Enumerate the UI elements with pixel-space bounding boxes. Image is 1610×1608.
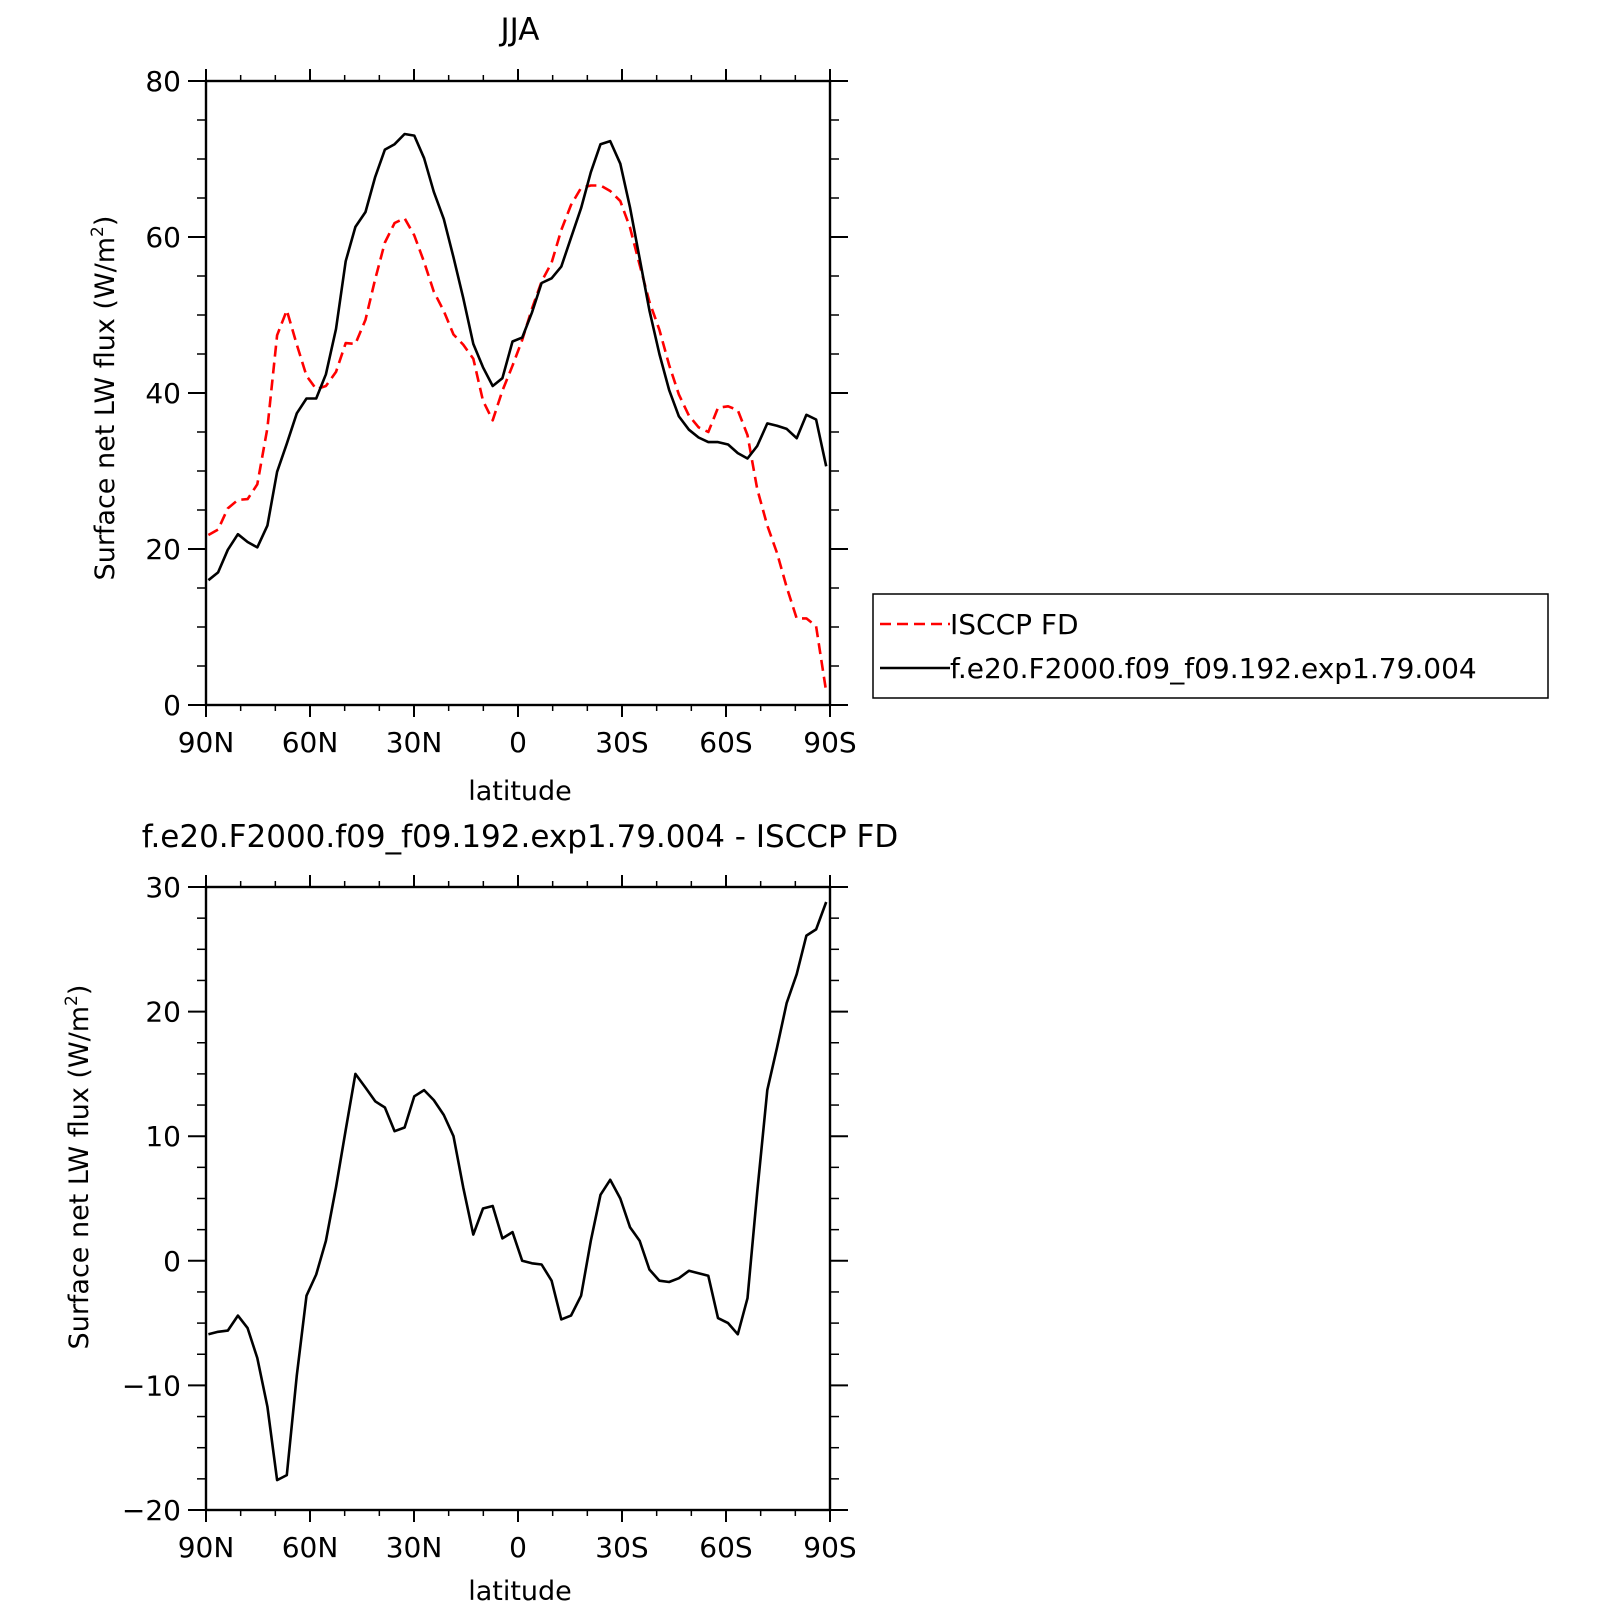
top-plot-area: 90N 60N 30N 0 30S 60S 90S 0 20 40 60 80 xyxy=(145,65,856,759)
top-xtick-label: 30S xyxy=(595,726,648,759)
bottom-series-line-0 xyxy=(208,901,828,1482)
top-xtick-label: 90S xyxy=(803,726,856,759)
bottom-plot-area: 90N 60N 30N 0 30S 60S 90S −20 −10 0 10 20 30 xyxy=(122,871,857,1564)
legend: ISCCP FD f.e20.F2000.f09_f09.192.exp1.79… xyxy=(872,593,1549,699)
top-x-axis-label: latitude xyxy=(468,776,572,807)
top-panel: JJA 90N 60N 30N 0 30S 60S 90S 0 20 40 60 80 latitud… xyxy=(88,12,1549,807)
bottom-chart-title: f.e20.F2000.f09_f09.192.exp1.79.004 - IS… xyxy=(142,819,898,855)
bottom-ytick-label: 0 xyxy=(163,1245,181,1278)
top-xtick-label: 60S xyxy=(699,726,752,759)
legend-label-isccp: ISCCP FD xyxy=(950,608,1079,641)
top-xtick-label: 30N xyxy=(386,726,443,759)
bottom-xlabel: latitude xyxy=(468,1576,572,1607)
bottom-ytick-label: −10 xyxy=(122,1369,181,1402)
bottom-ytick-label: 30 xyxy=(145,871,181,904)
top-ytick-label: 80 xyxy=(145,65,181,98)
legend-label-model: f.e20.F2000.f09_f09.192.exp1.79.004 xyxy=(950,652,1477,685)
bottom-xtick-label: 60S xyxy=(699,1531,752,1564)
top-series-line-0 xyxy=(207,184,828,692)
top-axes-frame xyxy=(204,79,832,707)
top-ytick-label: 60 xyxy=(145,221,181,254)
bottom-xtick-label: 30N xyxy=(386,1531,443,1564)
legend-box xyxy=(872,593,1549,699)
top-chart-title: JJA xyxy=(499,12,540,48)
top-ytick-label: 0 xyxy=(163,689,181,722)
top-ytick-label: 40 xyxy=(145,377,181,410)
bottom-xtick-label: 30S xyxy=(595,1531,648,1564)
bottom-ylabel: Surface net LW flux (W/m2) xyxy=(62,985,95,1350)
top-ylabel: Surface net LW flux (W/m2) xyxy=(88,216,121,581)
bottom-xtick-label: 0 xyxy=(509,1531,527,1564)
top-xtick-label: 60N xyxy=(282,726,339,759)
bottom-xtick-label: 90N xyxy=(178,1531,235,1564)
top-series-line-1 xyxy=(207,132,828,582)
top-ytick-label: 20 xyxy=(145,533,181,566)
bottom-ytick-label: 20 xyxy=(145,996,181,1029)
top-xtick-label: 0 xyxy=(509,726,527,759)
top-xlabel: latitude xyxy=(468,776,572,807)
bottom-xtick-label: 90S xyxy=(803,1531,856,1564)
bottom-axes-frame xyxy=(204,885,832,1512)
bottom-xtick-label: 60N xyxy=(282,1531,339,1564)
bottom-ytick-label: 10 xyxy=(145,1120,181,1153)
bottom-panel: f.e20.F2000.f09_f09.192.exp1.79.004 - IS… xyxy=(62,819,898,1607)
top-xtick-label: 90N xyxy=(178,726,235,759)
bottom-ytick-label: −20 xyxy=(122,1494,181,1527)
